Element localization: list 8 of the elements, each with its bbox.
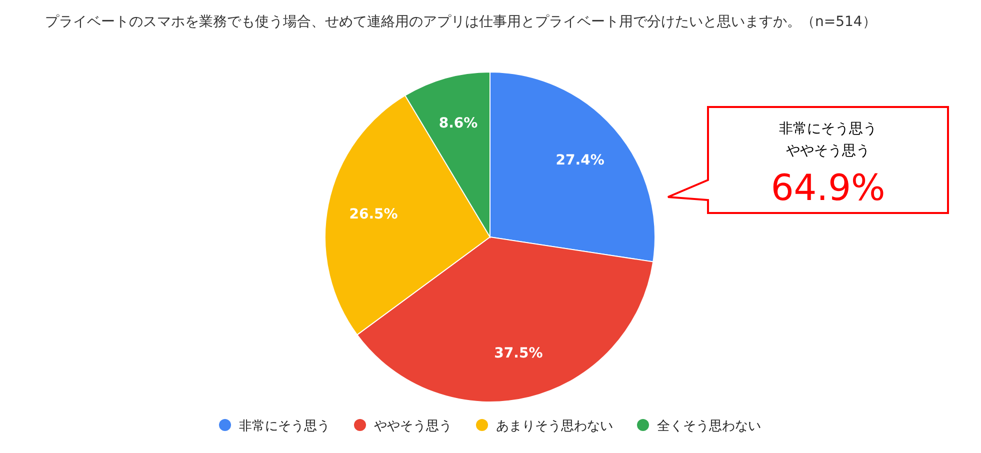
legend-label: 全くそう思わない: [657, 419, 761, 434]
annotation: 非常にそう思う: [779, 121, 877, 137]
legend-label: ややそう思う: [374, 419, 452, 434]
annotation: 64.9%: [770, 168, 886, 209]
annotation: ややそう思う: [786, 143, 870, 159]
title: プライベートのスマホを業務でも使う場合、せめて連絡用のアプリは仕事用とプライベート用で分けたいと思いますか。（n=514）: [45, 14, 876, 30]
legend-label: あまりそう思わない: [496, 419, 613, 434]
legend-label: 非常にそう思う: [239, 419, 330, 434]
